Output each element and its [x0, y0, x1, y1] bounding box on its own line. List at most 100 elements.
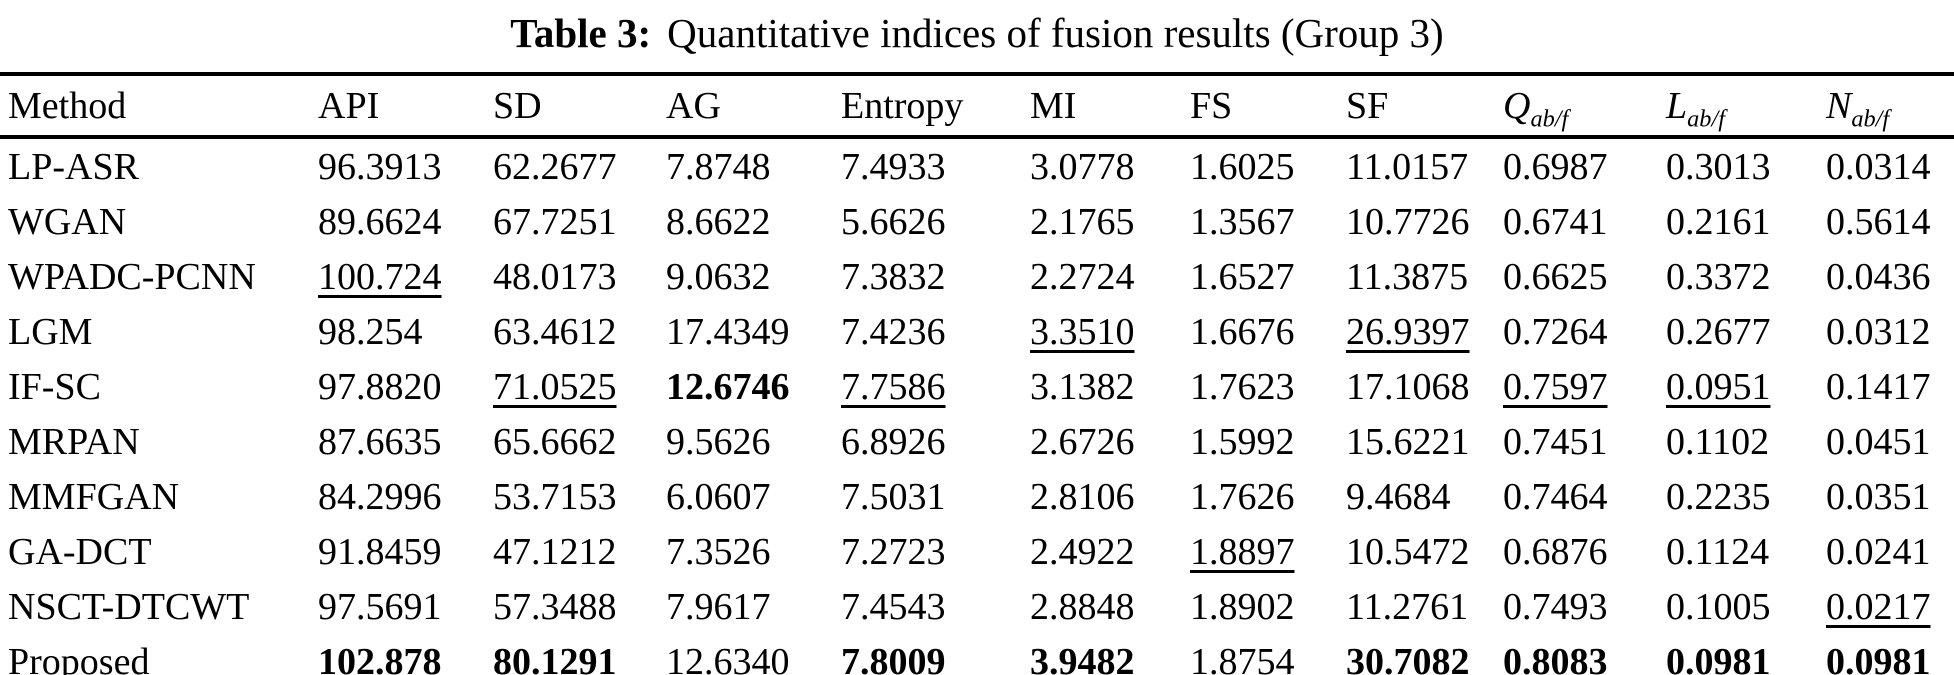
second-best-value: 12.6340 [666, 640, 790, 675]
value-cell-entropy: 7.4236 [840, 304, 1029, 359]
value-cell-labf: 0.1005 [1665, 579, 1825, 634]
value-cell-fs: 1.7623 [1189, 359, 1345, 414]
value: 3.0778 [1030, 145, 1135, 188]
table-row: NSCT-DTCWT 97.5691 57.3488 7.9617 7.4543 2.88… [0, 579, 1954, 634]
value: 7.4236 [841, 310, 946, 353]
value-cell-labf: 0.2677 [1665, 304, 1825, 359]
value-cell-mi: 2.8106 [1029, 469, 1189, 524]
table-row: MRPAN 87.6635 65.6662 9.5626 6.8926 2.6726 1.5… [0, 414, 1954, 469]
value: 0.2235 [1666, 475, 1771, 518]
second-best-value: 7.7586 [841, 365, 946, 408]
column-header-nabf: Nab/f [1826, 84, 1890, 132]
value-cell-api: 102.878 [317, 634, 492, 675]
value-cell-mi: 2.4922 [1029, 524, 1189, 579]
value: 0.6741 [1503, 200, 1608, 243]
value-cell-labf: 0.1102 [1665, 414, 1825, 469]
value-cell-qabf: 0.7464 [1502, 469, 1665, 524]
method-cell: GA-DCT [8, 530, 152, 573]
value-cell-qabf: 0.7493 [1502, 579, 1665, 634]
value-cell-nabf: 0.0436 [1825, 249, 1954, 304]
value-cell-sd: 57.3488 [492, 579, 665, 634]
value-cell-qabf: 0.6876 [1502, 524, 1665, 579]
value: 89.6624 [318, 200, 442, 243]
value: 17.1068 [1346, 365, 1470, 408]
value: 0.3013 [1666, 145, 1771, 188]
value-cell-fs: 1.8897 [1189, 524, 1345, 579]
value-cell-sd: 62.2677 [492, 137, 665, 194]
value-cell-labf: 0.3013 [1665, 137, 1825, 194]
value: 0.3372 [1666, 255, 1771, 298]
method-cell: WGAN [8, 200, 127, 243]
value-cell-api: 100.724 [317, 249, 492, 304]
value-cell-qabf: 0.6987 [1502, 137, 1665, 194]
value: 97.5691 [318, 585, 442, 628]
value: 1.3567 [1190, 200, 1295, 243]
value-cell-nabf: 0.5614 [1825, 194, 1954, 249]
value-cell-nabf: 0.0217 [1825, 579, 1954, 634]
value: 67.7251 [493, 200, 617, 243]
table-caption-text: Quantitative indices of fusion results (… [667, 10, 1444, 56]
value-cell-ag: 6.0607 [665, 469, 840, 524]
value-cell-mi: 2.6726 [1029, 414, 1189, 469]
value-cell-sd: 53.7153 [492, 469, 665, 524]
value-cell-labf: 0.2235 [1665, 469, 1825, 524]
table-row: WGAN 89.6624 67.7251 8.6622 5.6626 2.1765 1.35… [0, 194, 1954, 249]
table-header: Method API SD AG Entropy MI FS SF Qab/f Lab/f Nab/… [0, 74, 1954, 137]
column-header-mi: MI [1030, 84, 1077, 127]
value-cell-sf: 11.3875 [1345, 249, 1502, 304]
value: 5.6626 [841, 200, 946, 243]
value-cell-sd: 65.6662 [492, 414, 665, 469]
value-cell-mi: 2.2724 [1029, 249, 1189, 304]
value: 0.1417 [1826, 365, 1931, 408]
value-cell-mi: 3.3510 [1029, 304, 1189, 359]
value: 1.8902 [1190, 585, 1295, 628]
value-cell-fs: 1.7626 [1189, 469, 1345, 524]
value: 1.8754 [1190, 640, 1295, 675]
method-cell: IF-SC [8, 365, 101, 408]
value: 6.8926 [841, 420, 946, 463]
value-cell-entropy: 7.4933 [840, 137, 1029, 194]
value-cell-entropy: 5.6626 [840, 194, 1029, 249]
value: 10.7726 [1346, 200, 1470, 243]
value-cell-ag: 12.6746 [665, 359, 840, 414]
value-cell-nabf: 0.0312 [1825, 304, 1954, 359]
value-cell-sd: 71.0525 [492, 359, 665, 414]
second-best-value: 3.3510 [1030, 310, 1135, 353]
second-best-value: 100.724 [318, 255, 442, 298]
value-cell-entropy: 7.5031 [840, 469, 1029, 524]
value: 2.6726 [1030, 420, 1135, 463]
best-value: 102.878 [318, 640, 442, 675]
value-cell-api: 98.254 [317, 304, 492, 359]
value-cell-api: 91.8459 [317, 524, 492, 579]
value: 53.7153 [493, 475, 617, 518]
value-cell-entropy: 7.3832 [840, 249, 1029, 304]
value-cell-fs: 1.5992 [1189, 414, 1345, 469]
column-header-qabf: Qab/f [1503, 84, 1569, 132]
value: 1.7626 [1190, 475, 1295, 518]
method-cell: WPADC-PCNN [8, 255, 256, 298]
value: 87.6635 [318, 420, 442, 463]
value: 98.254 [318, 310, 423, 353]
value: 0.0351 [1826, 475, 1931, 518]
value-cell-sf: 26.9397 [1345, 304, 1502, 359]
value: 0.0312 [1826, 310, 1931, 353]
value: 84.2996 [318, 475, 442, 518]
value-cell-sd: 67.7251 [492, 194, 665, 249]
value: 0.1124 [1666, 530, 1770, 573]
value-cell-sf: 17.1068 [1345, 359, 1502, 414]
column-header-ag: AG [666, 84, 721, 127]
value-cell-sf: 11.2761 [1345, 579, 1502, 634]
value-cell-nabf: 0.0451 [1825, 414, 1954, 469]
table-row: WPADC-PCNN 100.724 48.0173 9.0632 7.3832 2.27… [0, 249, 1954, 304]
value-cell-api: 87.6635 [317, 414, 492, 469]
second-best-value: 1.8897 [1190, 530, 1295, 573]
value: 0.6625 [1503, 255, 1608, 298]
value: 7.9617 [666, 585, 771, 628]
value: 9.4684 [1346, 475, 1451, 518]
value: 0.2677 [1666, 310, 1771, 353]
column-header-method: Method [8, 84, 127, 127]
value: 7.4933 [841, 145, 946, 188]
column-header-fs: FS [1190, 84, 1233, 127]
value-cell-labf: 0.2161 [1665, 194, 1825, 249]
